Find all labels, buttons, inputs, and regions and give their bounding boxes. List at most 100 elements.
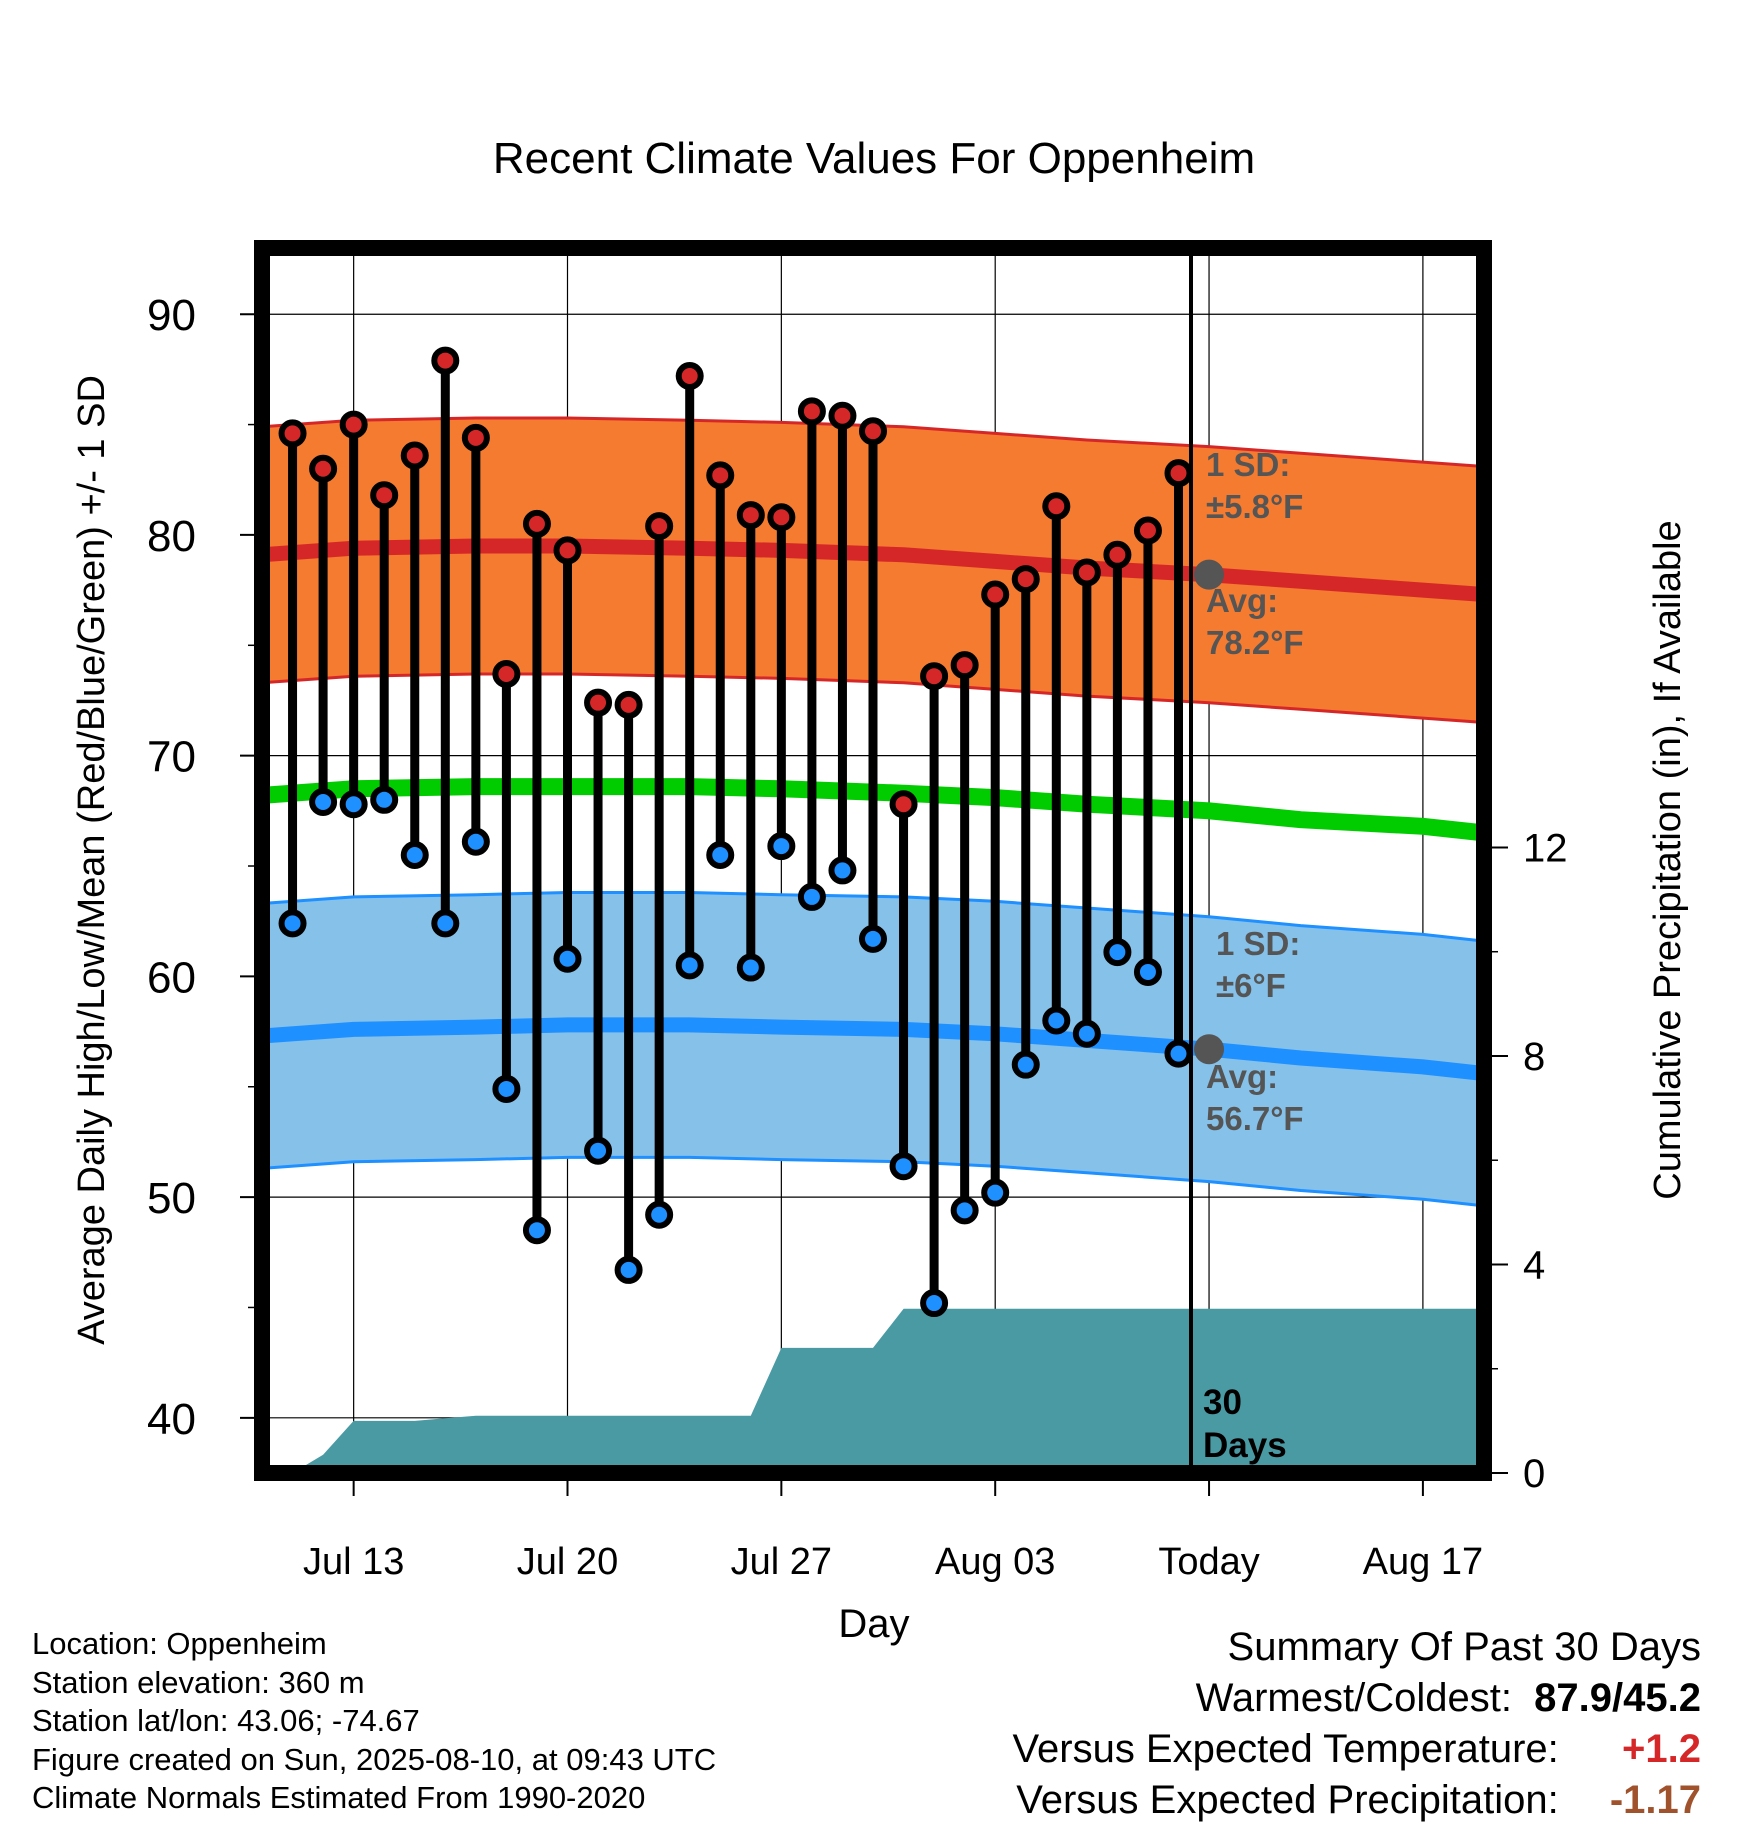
high-point (736, 501, 765, 530)
low-point (828, 856, 857, 885)
elevation-text: Station elevation: 360 m (32, 1664, 365, 1700)
low-point (614, 1255, 643, 1284)
low-point (736, 953, 765, 982)
high-point (614, 690, 643, 719)
precip-fill (292, 1308, 1484, 1473)
summary-precip: Versus Expected Precipitation: -1.17 (1013, 1775, 1701, 1826)
x-axis-label: Day (838, 1602, 909, 1646)
high-point (400, 441, 429, 470)
high-point (339, 410, 368, 439)
high-point (828, 401, 857, 430)
low-point (370, 785, 399, 814)
x-tick-label: Jul 20 (517, 1541, 618, 1583)
low-point (553, 944, 582, 973)
annotations: 1 SD: ±5.8°F Avg: 78.2°F 1 SD: ±6°F Avg: 56.7°F… (1194, 446, 1304, 1465)
low-point (950, 1196, 979, 1225)
high-point (1011, 565, 1040, 594)
high-point (461, 423, 490, 452)
high-point (1042, 492, 1071, 521)
location-text: Location: Oppenheim (32, 1626, 327, 1661)
precip-value: -1.17 (1609, 1778, 1701, 1822)
high-sd-label: 1 SD: (1206, 446, 1290, 483)
y-right-tick-label: 8 (1523, 1035, 1545, 1079)
warm-cold-value: 87.9/45.2 (1534, 1676, 1701, 1720)
low-point (920, 1289, 949, 1318)
low-point (1103, 938, 1132, 967)
high-point (675, 362, 704, 391)
high-point (309, 454, 338, 483)
low-avg-today-marker (1194, 1034, 1225, 1065)
chart-title: Recent Climate Values For Oppenheim (493, 134, 1255, 183)
high-point (797, 397, 826, 426)
y-axis-label: Average Daily High/Low/Mean (Red/Blue/Gr… (71, 375, 113, 1345)
high-point (767, 503, 796, 532)
precipitation-area (292, 1308, 1484, 1473)
y-tick-label: 40 (147, 1395, 196, 1444)
x-tick-label: Aug 17 (1363, 1541, 1483, 1583)
high-point (370, 481, 399, 510)
latlon-text: Station lat/lon: 43.06; -74.67 (32, 1703, 420, 1738)
high-point (584, 688, 613, 717)
low-point (1072, 1019, 1101, 1048)
daily-stems (288, 360, 1183, 1304)
high-sd-value: ±5.8°F (1206, 488, 1303, 525)
high-sd-upper-line (262, 416, 1484, 468)
normals-text: Climate Normals Estimated From 1990-2020 (32, 1780, 646, 1815)
summary-panel: Summary Of Past 30 Days Warmest/Coldest:… (1013, 1622, 1701, 1826)
x-tick-label: Today (1158, 1541, 1259, 1583)
high-point (920, 662, 949, 691)
summary-warm-cold: Warmest/Coldest: 87.9/45.2 (1013, 1673, 1701, 1724)
temp-label: Versus Expected Temperature: (1012, 1727, 1559, 1771)
high-point (1103, 540, 1132, 569)
days-label-text: Days (1203, 1426, 1287, 1465)
low-point (889, 1152, 918, 1181)
high-point (278, 419, 307, 448)
low-sd-value: ±6°F (1216, 967, 1286, 1004)
high-point (1133, 516, 1162, 545)
plot-frame (254, 240, 1492, 1481)
high-avg-value: 78.2°F (1206, 624, 1304, 661)
low-point (859, 924, 887, 953)
low-point (492, 1074, 521, 1103)
low-point (1164, 1039, 1193, 1068)
low-point (675, 951, 704, 980)
created-text: Figure created on Sun, 2025-08-10, at 09… (32, 1741, 717, 1777)
low-point (309, 788, 338, 817)
high-avg-label: Avg: (1206, 582, 1278, 619)
x-tick-label: Jul 27 (731, 1541, 832, 1583)
low-sd-label: 1 SD: (1216, 925, 1300, 962)
low-point (797, 882, 826, 911)
y-right-axis-label: Cumulative Precipitation (in), If Availa… (1647, 520, 1689, 1199)
y-tick-label: 50 (147, 1174, 196, 1223)
y-right-tick-label: 12 (1523, 826, 1568, 870)
summary-title: Summary Of Past 30 Days (1227, 1625, 1701, 1669)
x-tick-label: Aug 03 (935, 1541, 1055, 1583)
high-point (492, 659, 521, 688)
axes: 40 50 60 70 80 90 0 4 8 12 Jul 13 Jul 20 Jul 27 Aug 0… (147, 291, 1567, 1583)
y-tick-label: 80 (147, 512, 196, 561)
high-point (1164, 459, 1193, 488)
y-tick-label: 70 (147, 733, 196, 782)
high-point (889, 790, 918, 819)
low-point (278, 909, 307, 938)
y-tick-label: 60 (147, 953, 196, 1002)
warm-cold-label: Warmest/Coldest: (1195, 1676, 1512, 1720)
low-point (522, 1216, 551, 1245)
low-point (767, 832, 796, 861)
daily-dots (278, 346, 1193, 1318)
summary-temp: Versus Expected Temperature: +1.2 (1013, 1724, 1701, 1775)
low-point (706, 840, 735, 869)
high-point (522, 509, 551, 538)
high-avg-today-marker (1194, 559, 1225, 590)
low-avg-label: Avg: (1206, 1058, 1278, 1095)
y-right-tick-label: 4 (1523, 1243, 1545, 1287)
high-point (859, 417, 887, 446)
high-point (1072, 558, 1101, 587)
low-point (981, 1178, 1010, 1207)
high-point (645, 512, 674, 541)
x-tick-label: Jul 13 (303, 1541, 404, 1583)
y-tick-label: 90 (147, 291, 196, 340)
low-avg-value: 56.7°F (1206, 1100, 1304, 1137)
station-info: Location: Oppenheim Station elevation: 3… (32, 1625, 716, 1818)
